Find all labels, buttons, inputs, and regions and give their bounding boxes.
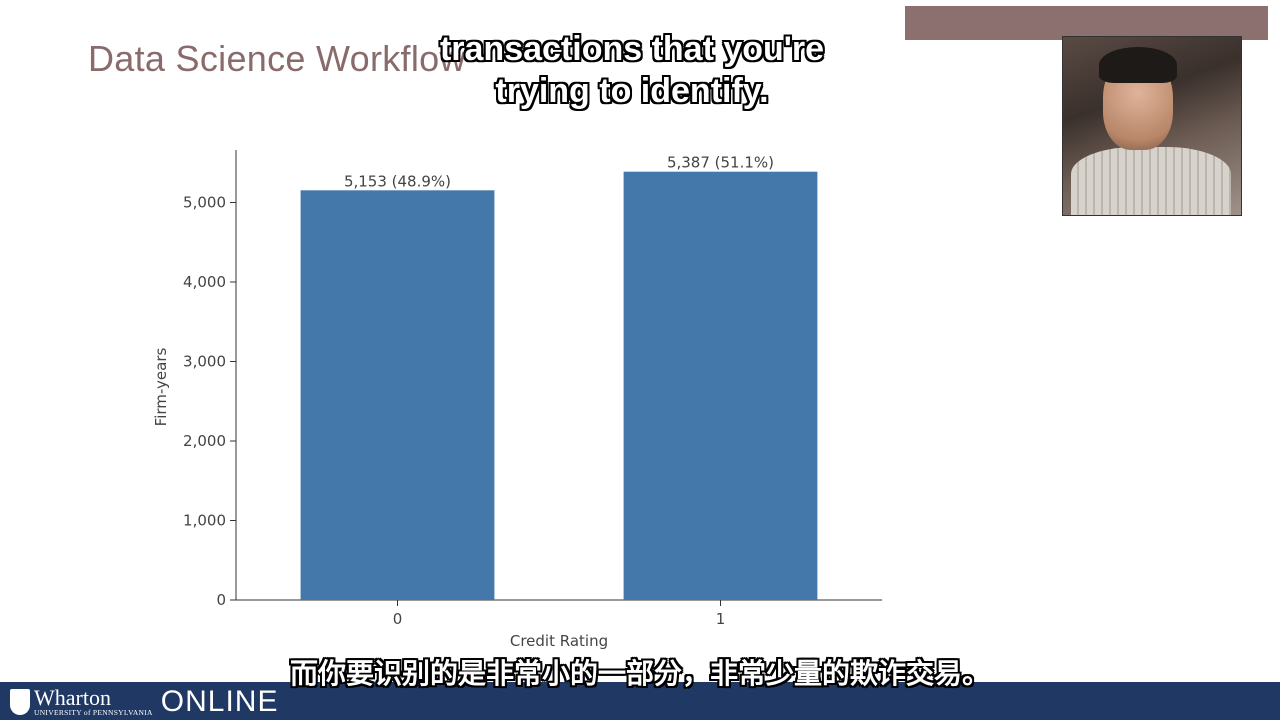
bar-1 [623, 171, 818, 600]
bar-data-label: 5,387 (51.1%) [667, 154, 774, 172]
wharton-wordmark: Wharton UNIVERSITY of PENNSYLVANIA [34, 687, 153, 717]
y-tick-label: 0 [216, 591, 226, 609]
y-tick-label: 1,000 [183, 511, 226, 529]
x-axis-label: Credit Rating [510, 632, 608, 650]
y-tick-label: 4,000 [183, 273, 226, 291]
subtitle-english: transactions that you're trying to identi… [182, 28, 1082, 112]
slide-title: Data Science Workflow [88, 38, 466, 79]
presenter-hair [1099, 47, 1177, 83]
upenn-text: UNIVERSITY of PENNSYLVANIA [34, 708, 153, 718]
subtitle-english-text: transactions that you're trying to identi… [439, 30, 825, 110]
bar-0 [300, 190, 495, 600]
y-tick-label: 2,000 [183, 432, 226, 450]
online-text: ONLINE [160, 685, 279, 718]
wharton-online-logo: Wharton UNIVERSITY of PENNSYLVANIA ONLIN… [10, 685, 278, 719]
y-tick-label: 5,000 [183, 193, 226, 211]
bar-data-label: 5,153 (48.9%) [344, 172, 451, 190]
presenter-shirt [1071, 147, 1231, 215]
x-tick-label: 0 [393, 610, 403, 628]
subtitle-chinese: 而你要识别的是非常小的一部分，非常少量的欺诈交易。 [289, 657, 990, 690]
x-tick-label: 1 [716, 610, 726, 628]
top-banner [905, 6, 1268, 40]
presenter-webcam [1062, 36, 1242, 216]
footer-bar [0, 682, 1280, 720]
y-axis-label: Firm-years [152, 347, 170, 426]
wharton-text: Wharton [34, 685, 111, 711]
penn-shield-icon [10, 689, 30, 715]
y-tick-label: 3,000 [183, 352, 226, 370]
